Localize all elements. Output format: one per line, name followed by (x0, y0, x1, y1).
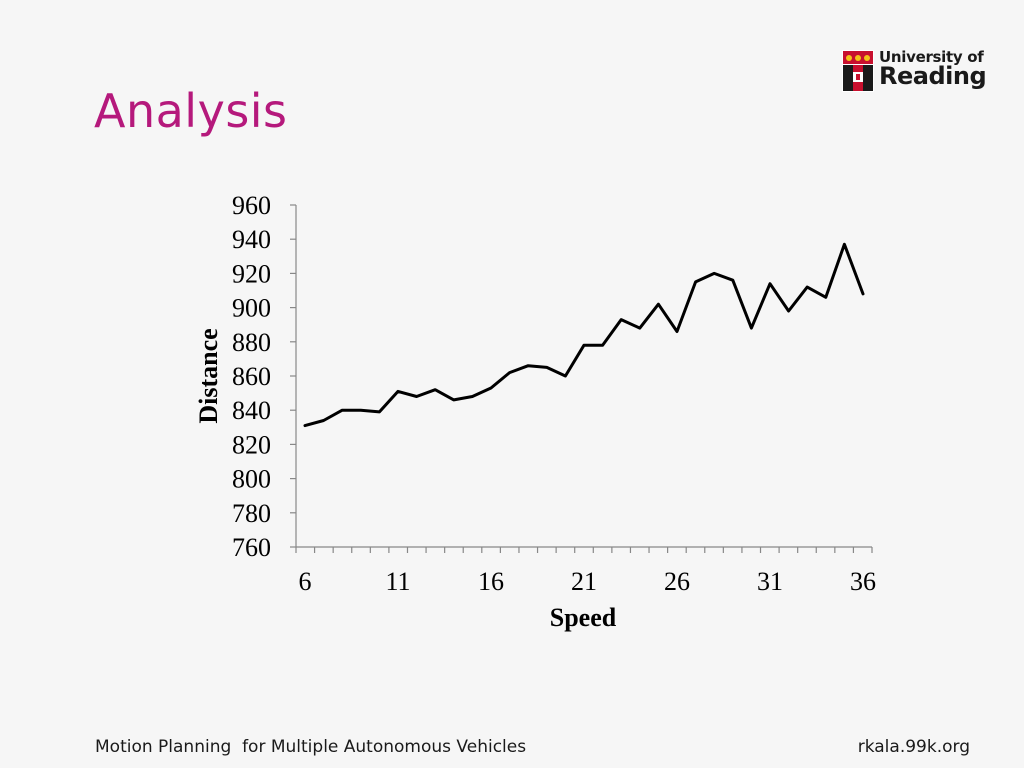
series-line (303, 242, 865, 428)
y-tick-label: 960 (232, 191, 271, 220)
y-axis: 760 780 800 820 840 860 880 900 920 940 960 (232, 191, 297, 562)
x-axis-label: Speed (550, 603, 617, 632)
footer-url: rkala.99k.org (857, 737, 970, 757)
y-tick-label: 920 (232, 259, 271, 288)
y-tick-label: 780 (232, 499, 271, 528)
y-tick-label: 820 (232, 430, 271, 459)
x-axis: 6 11 16 21 26 31 36 (295, 546, 876, 596)
y-tick-label: 800 (232, 465, 271, 494)
y-tick-label: 840 (232, 396, 271, 425)
footer-title: Motion Planning for Multiple Autonomous … (95, 737, 527, 757)
x-tick-label: 11 (385, 567, 410, 596)
crest-icon (842, 50, 874, 92)
x-tick-label: 6 (299, 567, 312, 596)
logo-line-1: University of (879, 48, 984, 66)
y-tick-label: 900 (232, 294, 271, 323)
y-tick-label: 940 (232, 225, 271, 254)
x-tick-label: 31 (757, 567, 783, 596)
logo-line-2: Reading (879, 62, 987, 90)
university-logo: University of Reading (842, 48, 987, 94)
x-tick-label: 36 (850, 567, 876, 596)
x-tick-label: 16 (478, 567, 504, 596)
page-title: Analysis (94, 84, 288, 138)
x-tick-label: 21 (571, 567, 597, 596)
series-layer (303, 242, 865, 428)
y-tick-label: 880 (232, 328, 271, 357)
y-axis-label: Distance (194, 328, 223, 423)
x-tick-label: 26 (664, 567, 690, 596)
y-tick-label: 760 (232, 533, 271, 562)
y-tick-label: 860 (232, 362, 271, 391)
